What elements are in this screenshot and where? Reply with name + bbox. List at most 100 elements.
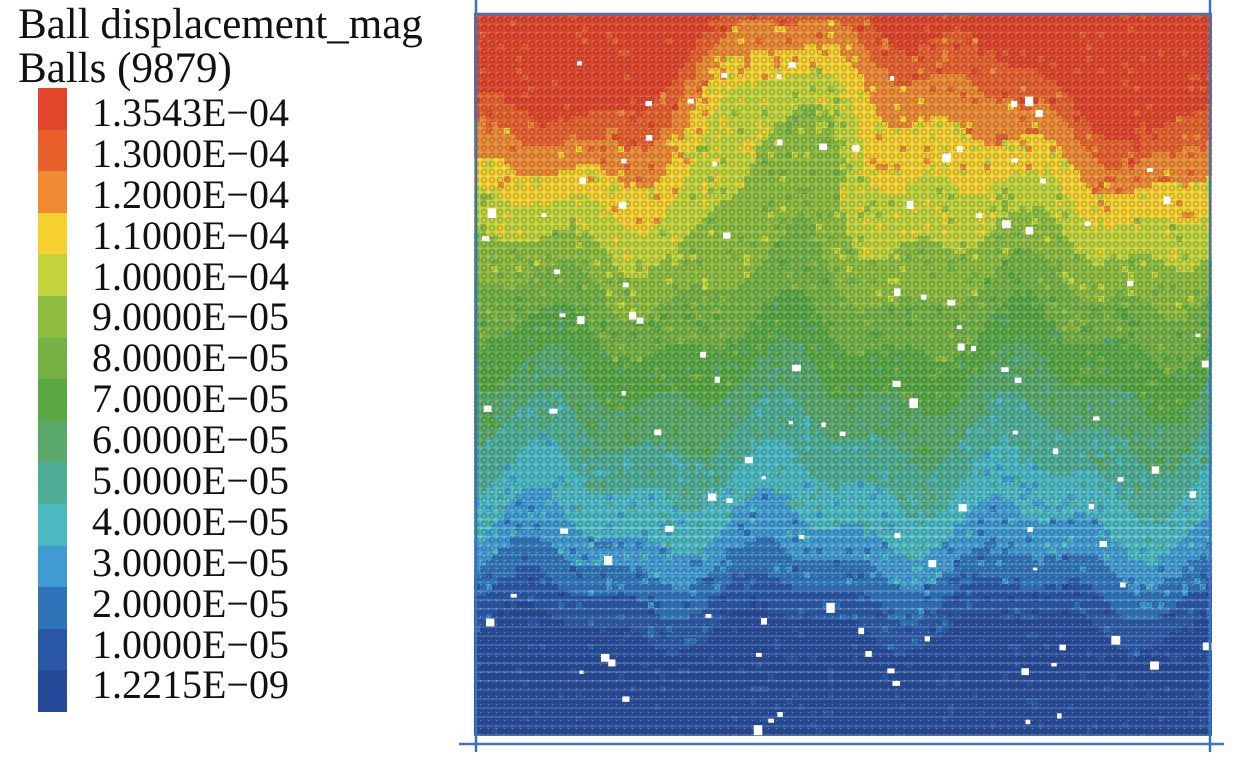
colorbar-swatch: [38, 379, 67, 421]
pore-marker: [947, 299, 956, 306]
pore-marker: [487, 208, 497, 218]
pore-marker: [645, 135, 653, 141]
pore-marker: [553, 269, 561, 275]
pore-marker: [1021, 668, 1029, 676]
legend-value-label: 5.0000E−05: [92, 458, 289, 504]
pore-marker: [852, 144, 860, 152]
pore-marker: [788, 62, 796, 68]
colorbar-swatch: [38, 129, 67, 172]
pore-marker: [1025, 226, 1034, 235]
pore-marker: [664, 525, 674, 532]
pore-marker: [560, 528, 569, 534]
pore-marker: [722, 232, 731, 239]
pore-marker: [485, 618, 495, 627]
legend-value-label: 1.3000E−04: [92, 130, 289, 176]
legend-value-label: 1.2000E−04: [92, 171, 289, 217]
colorbar-swatch: [38, 503, 67, 546]
pore-marker: [1010, 100, 1018, 108]
pore-marker: [1033, 567, 1038, 571]
colorbar-swatch: [38, 171, 67, 213]
legend-title-count: Balls (9879): [18, 45, 232, 92]
pore-marker: [577, 316, 585, 325]
pore-marker: [510, 593, 517, 598]
pore-marker: [975, 213, 983, 218]
pore-marker: [894, 532, 901, 539]
pore-marker: [707, 493, 717, 501]
pore-marker: [1025, 96, 1034, 107]
legend-value-label: 1.2215E−09: [92, 662, 289, 708]
legend-value-label: 1.3543E−04: [92, 90, 289, 135]
pore-marker: [714, 376, 720, 383]
pore-marker: [761, 476, 766, 480]
pore-marker: [601, 653, 610, 662]
colorbar-swatch: [38, 88, 67, 130]
pore-marker: [957, 343, 965, 351]
pore-marker: [1002, 220, 1011, 229]
pore-marker: [1059, 644, 1066, 651]
pore-marker: [1147, 168, 1154, 172]
pore-marker: [1120, 582, 1126, 588]
color-legend: Ball displacement_mag Balls (9879) 1.354…: [0, 0, 450, 765]
pore-marker: [970, 345, 977, 352]
pore-marker: [1014, 377, 1022, 383]
pore-marker: [1051, 663, 1057, 667]
colorbar-swatch: [38, 254, 67, 296]
pore-markers: [481, 61, 1212, 736]
pore-marker: [618, 201, 627, 209]
legend-value-label: 9.0000E−05: [92, 294, 289, 340]
pore-marker: [928, 560, 937, 568]
pore-marker: [559, 313, 566, 318]
pore-marker: [636, 317, 644, 324]
legend-value-label: 1.1000E−04: [92, 212, 289, 258]
pore-marker: [906, 200, 914, 209]
pore-marker: [1150, 661, 1159, 670]
pore-marker: [768, 718, 774, 723]
legend-value-label: 3.0000E−05: [92, 539, 289, 585]
pore-marker: [1163, 196, 1171, 205]
pore-marker: [622, 696, 630, 702]
pore-marker: [865, 651, 872, 657]
pore-marker: [1027, 527, 1033, 533]
pore-marker: [777, 712, 783, 717]
pore-marker: [956, 146, 963, 153]
pore-marker: [604, 555, 613, 566]
pore-marker: [1202, 642, 1212, 651]
legend-value-label: 2.0000E−05: [92, 580, 289, 626]
pore-marker: [753, 725, 763, 736]
pore-marker: [887, 668, 895, 674]
pore-marker: [712, 161, 718, 167]
legend-value-label: 7.0000E−05: [92, 376, 289, 422]
pore-marker: [608, 659, 616, 667]
pore-marker: [826, 602, 835, 613]
legend-value-label: 4.0000E−05: [92, 498, 289, 544]
pore-marker: [1111, 635, 1121, 645]
pore-marker: [541, 213, 547, 217]
colorbar-swatch: [38, 212, 67, 255]
pore-marker: [1151, 466, 1160, 474]
pore-marker: [700, 351, 707, 358]
model-boundary-frame: [459, 0, 1224, 752]
pore-marker: [1025, 719, 1031, 725]
pore-marker: [942, 153, 951, 163]
pore-marker: [920, 294, 927, 300]
legend-value-label: 1.0000E−04: [92, 253, 289, 299]
pore-marker: [1093, 416, 1100, 421]
pore-marker: [1012, 430, 1018, 435]
pore-marker: [1088, 503, 1095, 510]
pore-marker: [1040, 178, 1046, 184]
colorbar: [38, 88, 67, 712]
pore-marker: [839, 431, 846, 437]
colorbar-swatch: [38, 420, 67, 463]
pore-marker: [705, 613, 712, 618]
pore-marker: [892, 681, 901, 686]
legend-value-label: 8.0000E−05: [92, 335, 289, 381]
pore-marker: [788, 420, 793, 425]
pore-marker: [1201, 360, 1211, 368]
pore-marker: [579, 670, 584, 674]
pore-marker: [621, 391, 626, 396]
pore-marker: [858, 627, 865, 635]
pore-marker: [579, 177, 587, 185]
colorbar-swatch: [38, 295, 67, 338]
legend-title-variable: Ball displacement_mag: [18, 1, 423, 48]
pore-marker: [483, 405, 492, 412]
